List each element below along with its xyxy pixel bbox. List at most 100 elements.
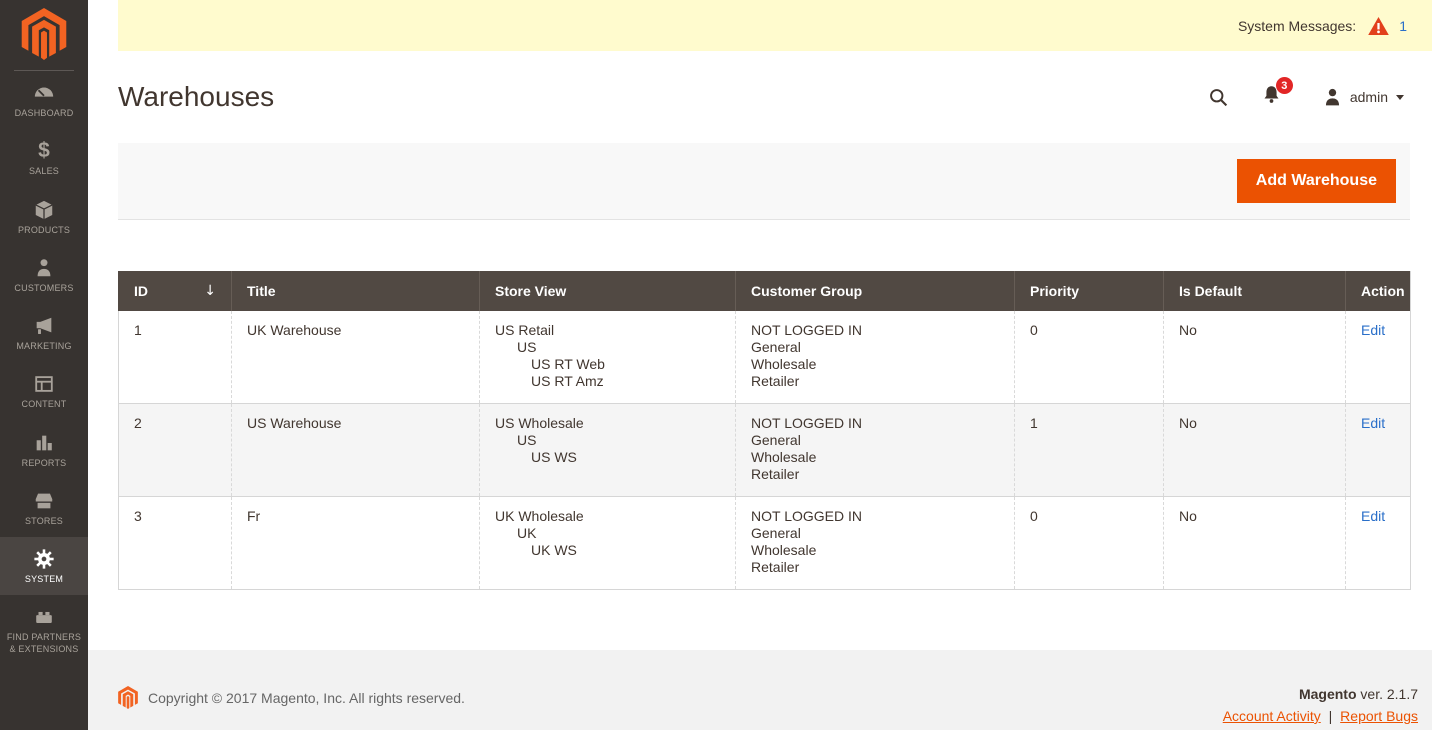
version-label: ver. 2.1.7: [1360, 686, 1418, 702]
header-actions: 3 admin: [1208, 77, 1404, 110]
sidebar-item-label: MARKETING: [16, 341, 72, 351]
cell-is-default: No: [1163, 311, 1346, 404]
store-view-line: UK: [517, 525, 537, 541]
store-view-line: UK Wholesale: [495, 508, 584, 524]
customer-group-line: General: [751, 525, 801, 541]
admin-username: admin: [1349, 89, 1388, 105]
table-row: 1 UK Warehouse US Retail US US RT Web US RT A…: [118, 311, 1411, 404]
cell-store-view: US Wholesale US US WS: [479, 403, 736, 497]
cell-priority: 1: [1014, 403, 1164, 497]
customer-group-line: Retailer: [751, 373, 800, 389]
system-messages-label: System Messages:: [1237, 17, 1357, 34]
customer-group-line: NOT LOGGED IN: [751, 508, 862, 524]
cell-store-view: US Retail US US RT Web US RT Amz: [479, 311, 736, 404]
version-line: Magento ver. 2.1.7: [1223, 686, 1418, 702]
add-warehouse-button[interactable]: Add Warehouse: [1236, 159, 1396, 203]
page-actions-toolbar: Add Warehouse: [118, 143, 1410, 220]
cell-title: US Warehouse: [231, 403, 480, 497]
sidebar-item-system[interactable]: SYSTEM: [0, 537, 88, 596]
cell-action: Edit: [1345, 311, 1411, 404]
sidebar: DASHBOARD $ SALES PRODUCTS CUSTOMERS: [0, 0, 88, 730]
sidebar-item-find-partners[interactable]: FIND PARTNERS & EXTENSIONS: [0, 595, 88, 665]
sidebar-item-customers[interactable]: CUSTOMERS: [0, 246, 88, 304]
search-icon[interactable]: [1208, 87, 1229, 108]
column-header-action: Action: [1345, 271, 1411, 311]
warehouses-grid: ID ↓ Title Store View Customer Group Pri…: [118, 271, 1411, 590]
column-header-title[interactable]: Title: [231, 271, 480, 311]
system-gear-icon: [34, 549, 54, 569]
sort-desc-icon: ↓: [204, 283, 216, 299]
cell-customer-group: NOT LOGGED IN General Wholesale Retailer: [735, 496, 1015, 590]
customer-group-line: NOT LOGGED IN: [751, 415, 862, 431]
customer-group-line: Wholesale: [751, 542, 817, 558]
cell-priority: 0: [1014, 496, 1164, 590]
cell-priority: 0: [1014, 311, 1164, 404]
sidebar-item-label: FIND PARTNERS & EXTENSIONS: [6, 632, 82, 654]
sidebar-item-label: CONTENT: [21, 399, 67, 410]
sidebar-item-sales[interactable]: $ SALES: [0, 129, 88, 187]
page-header: Warehouses 3 admin: [88, 51, 1432, 143]
store-view-line: US Wholesale: [495, 415, 584, 431]
cell-title: Fr: [231, 496, 480, 590]
report-bugs-link[interactable]: Report Bugs: [1340, 708, 1418, 724]
footer-right: Magento ver. 2.1.7 Account Activity | Re…: [1223, 686, 1418, 724]
store-view-line: US: [517, 339, 537, 355]
column-header-store-view[interactable]: Store View: [479, 271, 736, 311]
warning-icon: [1368, 16, 1389, 35]
column-header-id[interactable]: ID ↓: [118, 271, 232, 311]
cell-store-view: UK Wholesale UK UK WS: [479, 496, 736, 590]
sidebar-item-reports[interactable]: REPORTS: [0, 421, 88, 479]
admin-menu[interactable]: admin: [1322, 87, 1404, 108]
store-view-line: US Retail: [495, 322, 555, 338]
chevron-down-icon: [1396, 94, 1404, 100]
grid-body: 1 UK Warehouse US Retail US US RT Web US RT A…: [118, 311, 1411, 590]
products-icon: [35, 200, 53, 219]
table-header-row: ID ↓ Title Store View Customer Group Pri…: [118, 271, 1411, 311]
magento-footer-logo-icon: [118, 686, 138, 709]
dashboard-icon: [34, 87, 54, 97]
sidebar-item-label: REPORTS: [21, 457, 67, 468]
sidebar-item-label: CUSTOMERS: [14, 282, 74, 293]
cell-id: 1: [118, 311, 232, 404]
system-messages-count[interactable]: 1: [1399, 17, 1407, 34]
sidebar-divider: [14, 70, 74, 71]
system-messages-bar: System Messages: 1: [118, 0, 1432, 51]
cell-customer-group: NOT LOGGED IN General Wholesale Retailer: [735, 311, 1015, 404]
store-view-line: US: [517, 432, 537, 448]
customers-icon: [37, 258, 51, 276]
cell-is-default: No: [1163, 496, 1346, 590]
store-view-line: US RT Web: [531, 356, 605, 372]
account-activity-link[interactable]: Account Activity: [1222, 708, 1321, 724]
sidebar-item-dashboard[interactable]: DASHBOARD: [0, 71, 88, 129]
cell-action: Edit: [1345, 403, 1411, 497]
footer: Copyright © 2017 Magento, Inc. All right…: [88, 650, 1432, 730]
cell-id: 3: [118, 496, 232, 590]
column-header-customer-group[interactable]: Customer Group: [735, 271, 1015, 311]
magento-logo-icon: [21, 8, 67, 60]
column-header-is-default[interactable]: Is Default: [1163, 271, 1346, 311]
sidebar-item-products[interactable]: PRODUCTS: [0, 188, 88, 246]
column-header-priority[interactable]: Priority: [1014, 271, 1164, 311]
customer-group-line: Wholesale: [751, 356, 817, 372]
cell-title: UK Warehouse: [231, 311, 480, 404]
edit-link[interactable]: Edit: [1361, 508, 1386, 524]
footer-links: Account Activity | Report Bugs: [1223, 708, 1418, 724]
extensions-brick-icon: [36, 612, 52, 624]
customer-group-line: Retailer: [751, 466, 800, 482]
sidebar-item-label: SYSTEM: [24, 574, 64, 584]
sidebar-item-content[interactable]: CONTENT: [0, 362, 88, 420]
edit-link[interactable]: Edit: [1361, 322, 1386, 338]
sidebar-item-label: PRODUCTS: [17, 224, 71, 235]
table-row: 3 Fr UK Wholesale UK UK WS NOT LOGGED IN Gener…: [118, 496, 1411, 590]
product-name: Magento: [1298, 686, 1357, 702]
magento-logo[interactable]: [0, 0, 88, 70]
copyright-text: Copyright © 2017 Magento, Inc. All right…: [148, 689, 465, 706]
bell-icon: [1264, 86, 1279, 103]
edit-link[interactable]: Edit: [1361, 415, 1386, 431]
sidebar-item-marketing[interactable]: MARKETING: [0, 304, 88, 362]
user-icon: [1325, 88, 1339, 105]
sidebar-item-stores[interactable]: STORES: [0, 479, 88, 537]
cell-is-default: No: [1163, 403, 1346, 497]
notifications-button[interactable]: 3: [1261, 77, 1293, 110]
main-content: System Messages: 1 Warehouses 3: [88, 0, 1432, 730]
